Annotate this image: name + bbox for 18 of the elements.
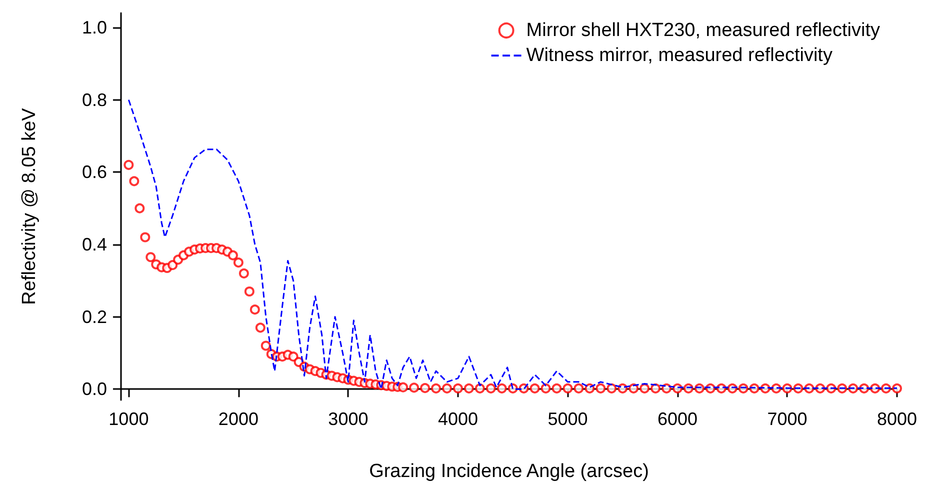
legend-label: Mirror shell HXT230, measured reflectivity	[526, 20, 880, 41]
y-tick-label: 0.0	[82, 379, 107, 400]
x-tick-label: 5000	[548, 409, 588, 429]
y-axis-title: Reflectivity @ 8.05 keV	[19, 108, 40, 305]
x-tick-label: 4000	[438, 409, 478, 429]
y-tick-label: 1.0	[82, 17, 107, 38]
legend-label: Witness mirror, measured reflectivity	[526, 45, 833, 66]
y-tick-label: 0.6	[82, 162, 107, 182]
y-tick-label: 0.2	[82, 306, 107, 327]
y-tick-label: 0.4	[82, 234, 107, 254]
x-tick-label: 6000	[657, 409, 698, 429]
x-tick-label: 2000	[218, 409, 258, 429]
x-tick-label: 8000	[876, 409, 918, 429]
x-tick-label: 1000	[108, 409, 149, 429]
y-tick-label: 0.8	[82, 90, 107, 110]
x-tick-label: 7000	[767, 409, 808, 429]
x-tick-label: 3000	[328, 409, 368, 429]
x-axis-title: Grazing Incidence Angle (arcsec)	[369, 461, 649, 482]
